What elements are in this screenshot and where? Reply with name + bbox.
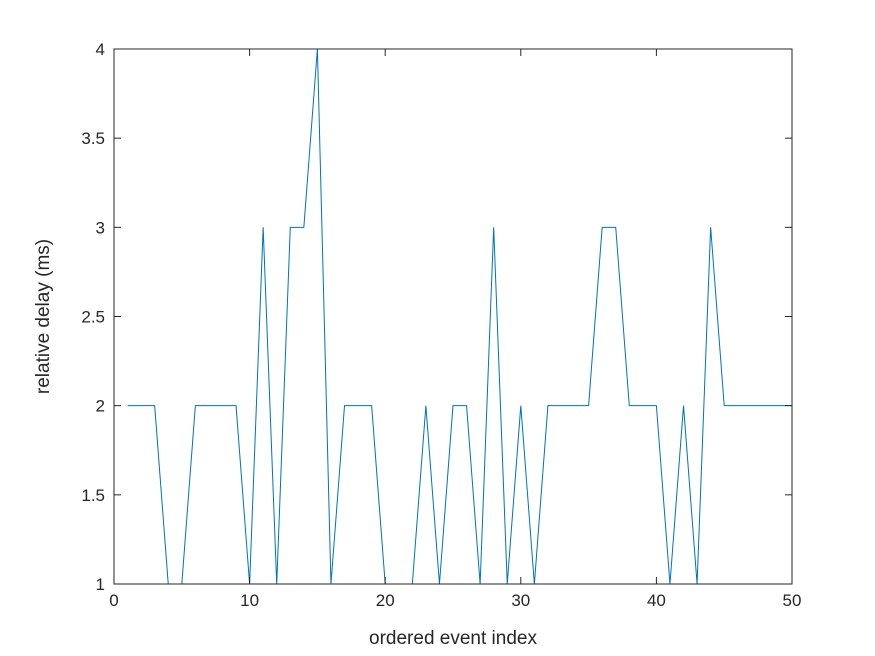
y-tick-label: 2.5: [81, 308, 105, 327]
x-tick-label: 40: [647, 591, 666, 610]
y-tick-label: 1: [96, 575, 105, 594]
x-tick-label: 30: [511, 591, 530, 610]
series-layer: [127, 48, 792, 585]
y-tick-label: 3: [96, 218, 105, 237]
series-line: [127, 48, 792, 585]
y-tick-label: 2: [96, 397, 105, 416]
x-axis-title: ordered event index: [369, 628, 537, 649]
x-tick-label: 20: [376, 591, 395, 610]
y-tick-label: 3.5: [81, 129, 105, 148]
ticks-layer: 0 10 20 30 40 50 1 1.5 2 2.5 3 3.5 4: [81, 40, 801, 610]
x-tick-label: 50: [783, 591, 802, 610]
y-tick-label: 1.5: [81, 486, 105, 505]
plot-area: [114, 49, 792, 584]
y-tick-label: 4: [96, 40, 105, 59]
x-tick-label: 10: [240, 591, 259, 610]
x-tick-label: 0: [109, 591, 118, 610]
y-axis-title: relative delay (ms): [33, 239, 54, 394]
